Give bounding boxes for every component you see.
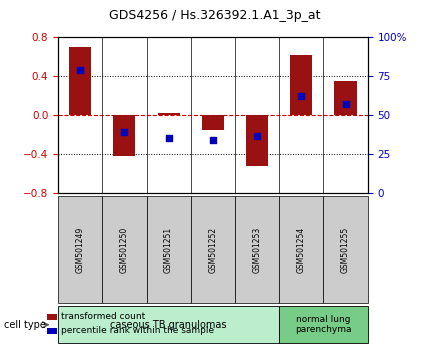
Bar bbox=[157, 113, 180, 115]
Text: GSM501252: GSM501252 bbox=[209, 227, 217, 273]
Text: percentile rank within the sample: percentile rank within the sample bbox=[61, 326, 214, 336]
Bar bbox=[290, 55, 312, 115]
Point bbox=[298, 93, 305, 99]
Point bbox=[121, 129, 128, 135]
Text: cell type: cell type bbox=[4, 320, 46, 330]
Text: normal lung
parenchyma: normal lung parenchyma bbox=[295, 315, 352, 335]
Point bbox=[209, 137, 216, 143]
Bar bbox=[69, 47, 91, 115]
Text: caseous TB granulomas: caseous TB granulomas bbox=[111, 320, 227, 330]
Point bbox=[342, 101, 349, 107]
Bar bbox=[335, 81, 356, 115]
Point bbox=[165, 136, 172, 141]
Text: GSM501250: GSM501250 bbox=[120, 227, 129, 273]
Bar bbox=[114, 115, 135, 156]
Text: GSM501249: GSM501249 bbox=[76, 227, 85, 273]
Point bbox=[77, 67, 83, 73]
Text: GSM501251: GSM501251 bbox=[164, 227, 173, 273]
Text: GDS4256 / Hs.326392.1.A1_3p_at: GDS4256 / Hs.326392.1.A1_3p_at bbox=[109, 9, 321, 22]
Bar bbox=[202, 115, 224, 130]
Text: transformed count: transformed count bbox=[61, 312, 145, 321]
Text: GSM501254: GSM501254 bbox=[297, 227, 306, 273]
Bar bbox=[246, 115, 268, 166]
Text: GSM501253: GSM501253 bbox=[252, 227, 261, 273]
Text: GSM501255: GSM501255 bbox=[341, 227, 350, 273]
Point bbox=[254, 133, 261, 139]
